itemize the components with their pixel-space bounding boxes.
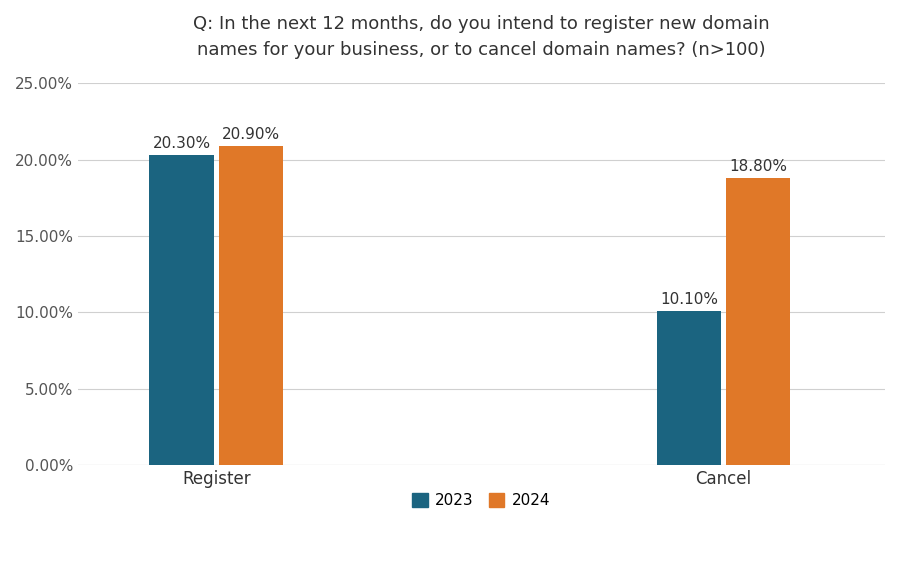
Bar [657,311,721,465]
Bar [149,155,214,465]
Text: 18.80%: 18.80% [729,159,788,174]
Bar [726,178,790,465]
Text: 10.10%: 10.10% [660,292,718,307]
Text: 20.90%: 20.90% [221,127,280,142]
Title: Q: In the next 12 months, do you intend to register new domain
names for your bu: Q: In the next 12 months, do you intend … [194,15,770,59]
Text: 20.30%: 20.30% [153,136,211,151]
Bar [219,146,284,465]
Legend: 2023, 2024: 2023, 2024 [406,487,557,514]
